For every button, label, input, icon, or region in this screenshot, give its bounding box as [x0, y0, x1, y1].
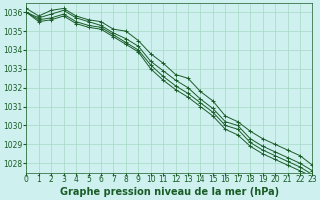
X-axis label: Graphe pression niveau de la mer (hPa): Graphe pression niveau de la mer (hPa) — [60, 187, 279, 197]
